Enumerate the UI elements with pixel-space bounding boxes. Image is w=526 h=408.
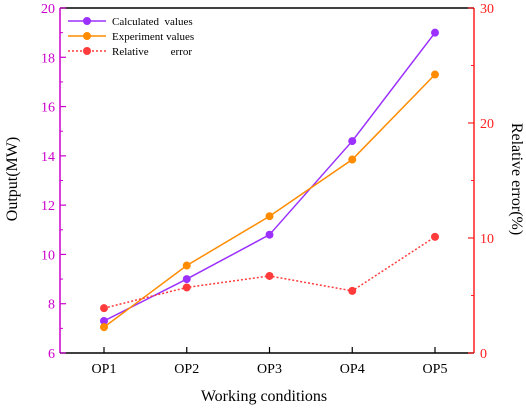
x-tick-label: OP4 xyxy=(340,362,365,377)
y-tick-label-left: 12 xyxy=(41,199,55,214)
legend-label: Experiment values xyxy=(112,31,194,43)
y-tick-label-right: 10 xyxy=(480,232,494,247)
y-tick-label-left: 16 xyxy=(41,101,55,116)
data-point xyxy=(348,155,357,164)
data-point xyxy=(348,286,357,295)
data-point xyxy=(100,316,108,325)
y-axis-label-right: Relative error(%) xyxy=(508,123,525,235)
x-tick-label: OP3 xyxy=(257,362,282,377)
legend-marker xyxy=(83,17,91,25)
y-tick-label-right: 30 xyxy=(480,2,494,17)
y-tick-label-left: 8 xyxy=(48,298,55,313)
data-point xyxy=(182,261,191,270)
data-point xyxy=(182,275,191,284)
x-tick-label: OP1 xyxy=(92,362,117,377)
axes: 6 8 10 12 14 16 18 20 0 10 20 30 OP1 OP2 OP3 OP4 OP5 xyxy=(41,2,494,377)
data-point xyxy=(265,271,274,280)
y-tick-label-left: 6 xyxy=(48,347,55,362)
data-point xyxy=(431,28,439,37)
y-tick-label-left: 20 xyxy=(41,2,55,17)
data-point xyxy=(182,283,191,292)
x-axis-label: Working conditions xyxy=(201,388,327,405)
data-point xyxy=(100,304,108,313)
legend-marker xyxy=(83,32,91,40)
data-point xyxy=(100,323,108,332)
x-tick-label: OP5 xyxy=(423,362,448,377)
y-axis-label-left: Output(MW) xyxy=(4,137,21,221)
data-point xyxy=(431,70,439,79)
x-tick-label: OP2 xyxy=(174,362,199,377)
legend-label: Relative error xyxy=(112,46,192,58)
legend-label: Calculated values xyxy=(112,16,193,28)
series-line-2 xyxy=(103,74,436,328)
data-point xyxy=(265,212,274,221)
legend-marker xyxy=(83,47,91,55)
y-tick-label-right: 20 xyxy=(480,117,494,132)
series-layer xyxy=(100,28,439,332)
data-point xyxy=(431,232,439,241)
legend: Calculated values Experiment values Relati… xyxy=(68,16,194,58)
data-point xyxy=(265,230,274,239)
y-tick-label-left: 18 xyxy=(41,51,55,66)
data-point xyxy=(348,137,357,146)
y-tick-label-left: 14 xyxy=(41,150,55,165)
y-tick-label-right: 0 xyxy=(480,347,487,362)
y-tick-label-left: 10 xyxy=(41,248,55,263)
